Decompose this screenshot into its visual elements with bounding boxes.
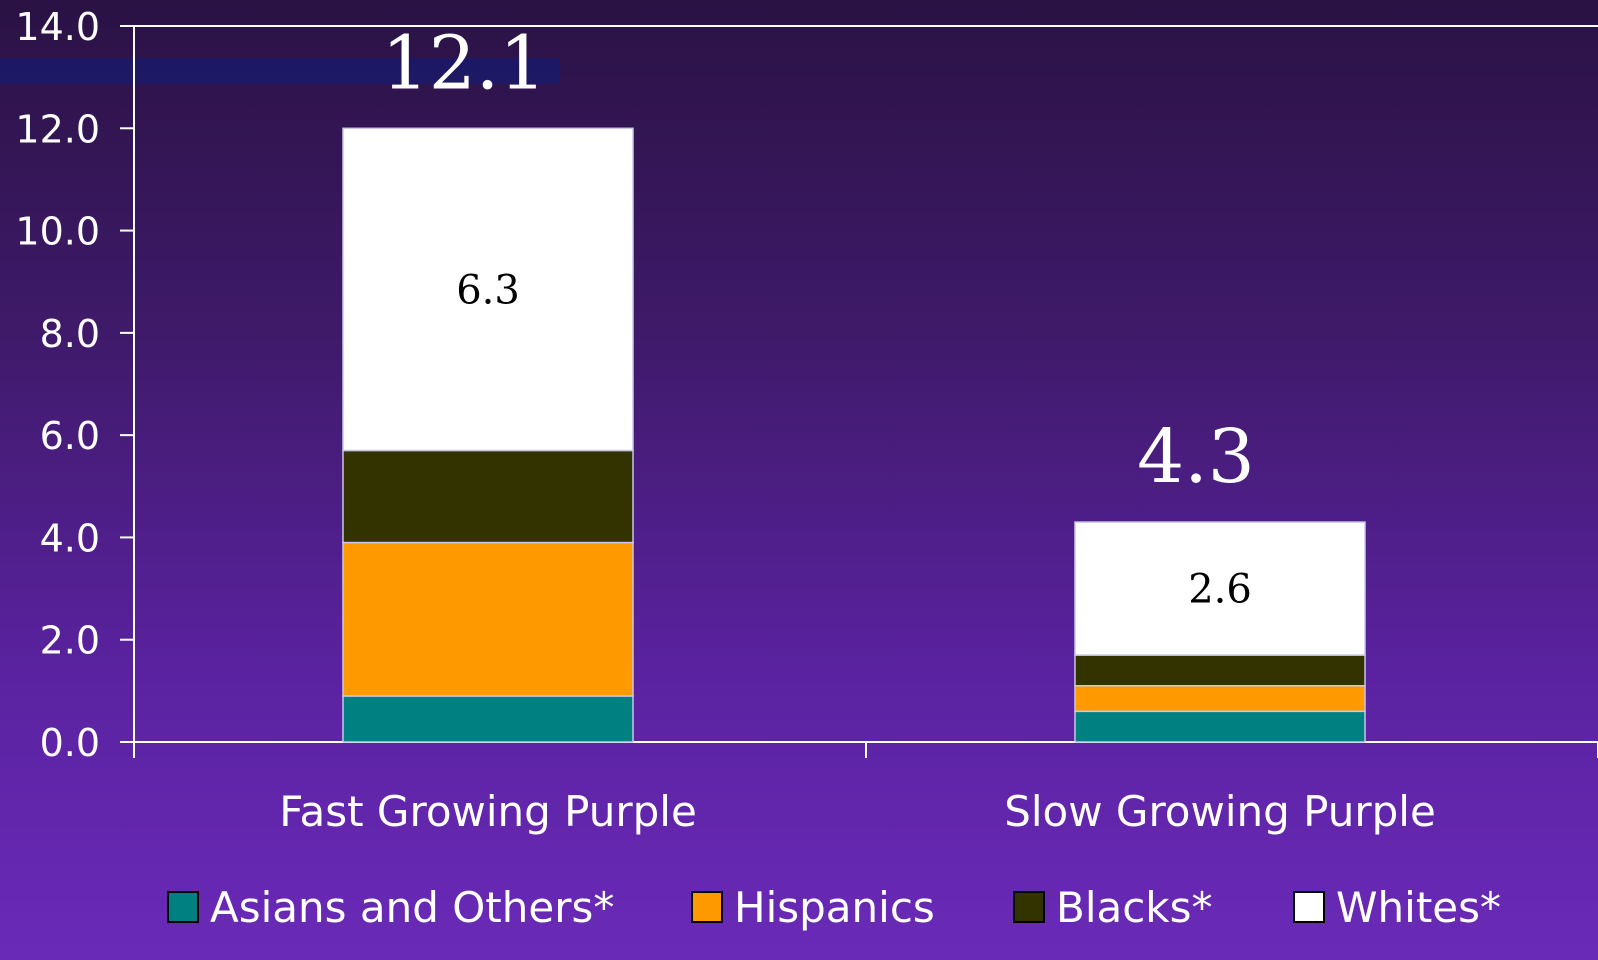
y-tick-label: 14.0	[15, 5, 100, 49]
bar-segment	[1074, 684, 1366, 713]
segment-data-label: 2.6	[1188, 567, 1252, 613]
x-category-label: Slow Growing Purple	[1004, 787, 1436, 836]
bar-segment	[342, 449, 634, 544]
legend: Asians and Others* Hispanics Blacks* Whites…	[167, 883, 1501, 932]
bar-segment	[1074, 654, 1366, 687]
legend-label: Asians and Others*	[210, 883, 614, 932]
y-tick-label: 6.0	[40, 414, 100, 458]
y-tick-label: 2.0	[40, 619, 100, 663]
axes: 0.0 2.0 4.0 6.0 8.0 10.0 12.0 14.0	[15, 5, 1598, 765]
segment-data-label: 6.3	[456, 267, 520, 313]
y-tick-label: 12.0	[15, 107, 100, 151]
bar-segment	[342, 695, 634, 743]
bar-segment	[342, 541, 634, 697]
y-tick-label: 4.0	[40, 516, 100, 560]
bar-segment	[1074, 521, 1366, 656]
legend-swatch	[1293, 891, 1325, 923]
labels: 12.1 Fast Growing Purple 4.3 Slow Growing P…	[279, 20, 1436, 836]
bar-segment	[342, 127, 634, 452]
y-tick-label: 0.0	[40, 721, 100, 765]
legend-label: Blacks*	[1056, 883, 1213, 932]
legend-swatch	[1013, 891, 1045, 923]
bar-total-label: 12.1	[382, 20, 547, 106]
legend-label: Hispanics	[734, 883, 935, 932]
y-tick-label: 8.0	[40, 312, 100, 356]
legend-label: Whites*	[1336, 883, 1501, 932]
legend-swatch	[167, 891, 199, 923]
bar-segment	[1074, 710, 1366, 743]
bars	[342, 127, 1366, 743]
legend-swatch	[691, 891, 723, 923]
y-tick-label: 10.0	[15, 210, 100, 254]
title-highlight-band	[0, 58, 560, 84]
bar-total-label: 4.3	[1137, 414, 1255, 500]
x-category-label: Fast Growing Purple	[279, 787, 697, 836]
